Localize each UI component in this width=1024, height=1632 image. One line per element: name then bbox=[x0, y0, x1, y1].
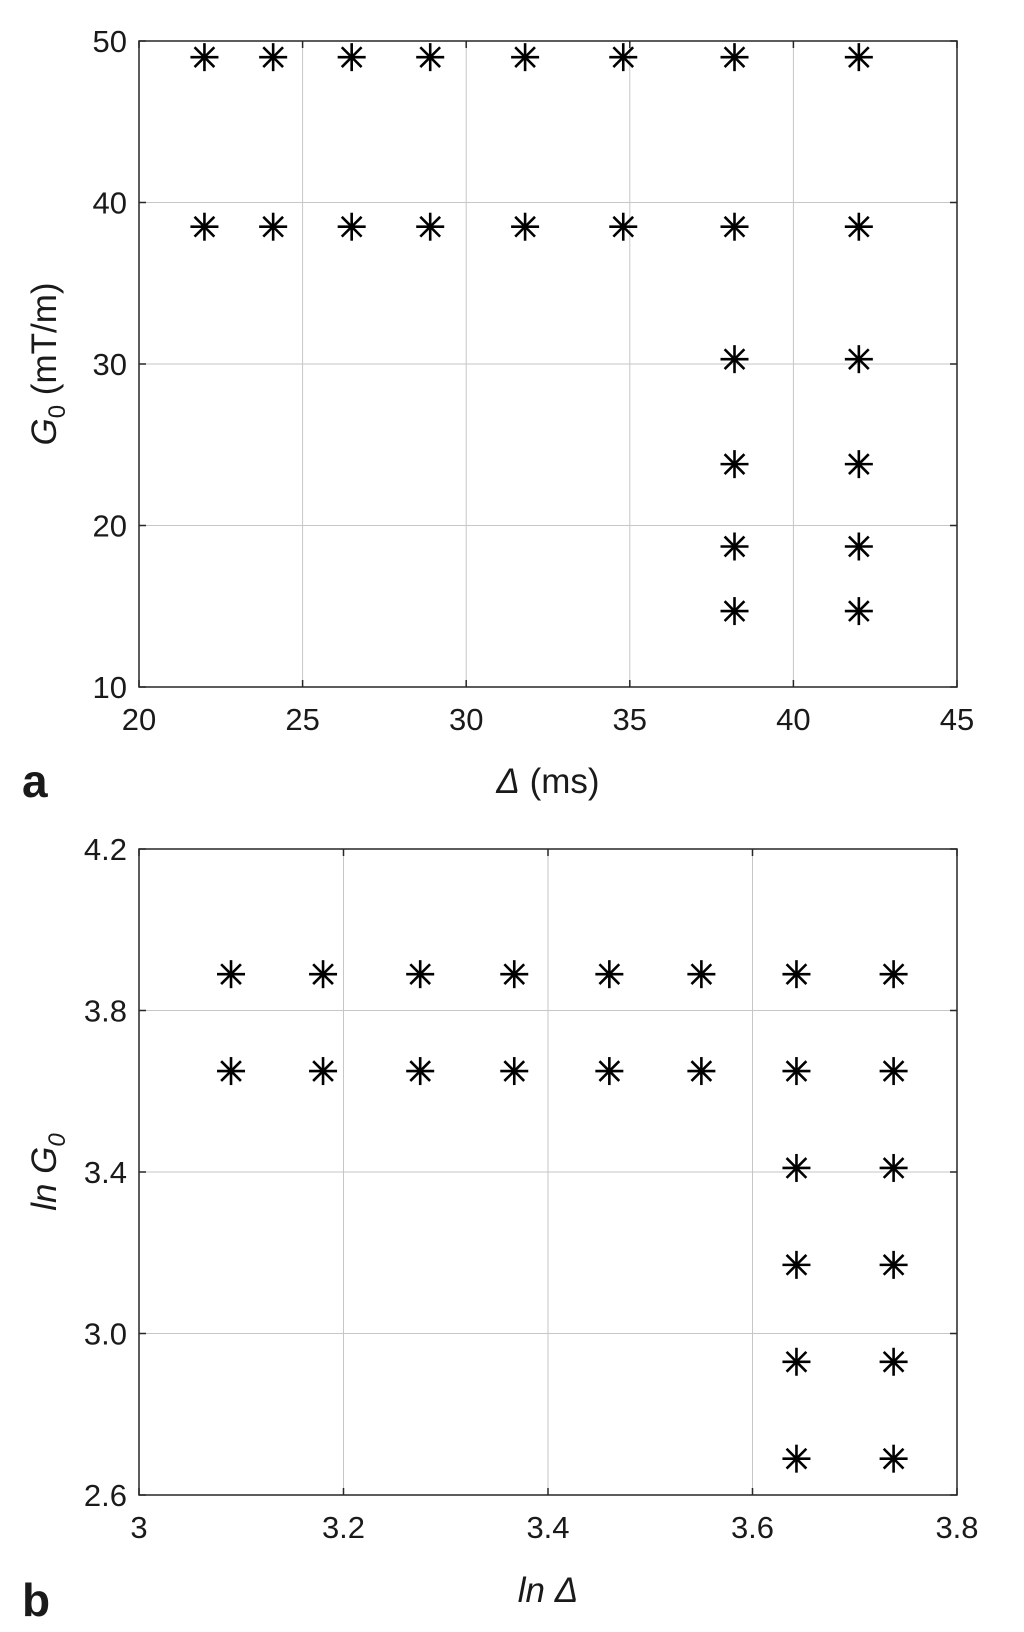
panel-a-data-point bbox=[720, 345, 749, 374]
panel-a-ytick-label: 50 bbox=[93, 24, 127, 59]
panel-a-xtick-label: 30 bbox=[449, 702, 483, 737]
panel-b-data-point bbox=[782, 960, 811, 989]
panel-b-data-point bbox=[879, 1250, 908, 1279]
panel-b-data-point bbox=[687, 1057, 716, 1086]
panel-a-points bbox=[190, 43, 873, 626]
panel-a-data-point bbox=[511, 212, 540, 241]
panel-b-data-point bbox=[879, 1444, 908, 1473]
panel-a-data-point bbox=[720, 532, 749, 561]
panel-a-data-point bbox=[190, 43, 219, 72]
panel-a-data-point bbox=[190, 212, 219, 241]
panel-b-data-point bbox=[500, 1057, 529, 1086]
panel-b-label: b bbox=[22, 1574, 50, 1626]
panel-b-data-point bbox=[595, 960, 624, 989]
panel-a-xtick-label: 40 bbox=[776, 702, 810, 737]
panel-b-xtick-label: 3 bbox=[130, 1510, 147, 1545]
panel-b-data-point bbox=[879, 1153, 908, 1182]
panel-b-data-point bbox=[782, 1057, 811, 1086]
panel-b-ytick-label: 3.8 bbox=[84, 994, 127, 1029]
panel-a-ylabel: G0 (mT/m) bbox=[25, 282, 71, 445]
panel-b-data-point bbox=[782, 1153, 811, 1182]
panel-b-points bbox=[217, 960, 908, 1473]
panel-a-data-point bbox=[259, 212, 288, 241]
panel-a-data-point bbox=[416, 43, 445, 72]
panel-b-xlabel: ln Δ bbox=[518, 1571, 578, 1610]
panel-a-data-point bbox=[511, 43, 540, 72]
panel-a-data-point bbox=[609, 212, 638, 241]
panel-a-data-point bbox=[337, 43, 366, 72]
panel-a-ytick-label: 10 bbox=[93, 670, 127, 705]
panel-a-xtick-label: 35 bbox=[613, 702, 647, 737]
panel-a-data-point bbox=[720, 450, 749, 479]
panel-a-grid bbox=[139, 41, 957, 687]
panel-b-xtick-label: 3.8 bbox=[935, 1510, 978, 1545]
panel-b-ytick-label: 3.4 bbox=[84, 1155, 127, 1190]
panel-a-data-point bbox=[844, 345, 873, 374]
panel-a-data-point bbox=[720, 597, 749, 626]
panel-a-xtick-label: 25 bbox=[285, 702, 319, 737]
panel-b-data-point bbox=[879, 1057, 908, 1086]
panel-a-data-point bbox=[844, 450, 873, 479]
panel-b-ticks: 3 3.2 3.4 3.6 3.8 2.6 3.0 3.4 3.8 4.2 bbox=[84, 832, 979, 1545]
panel-a-data-point bbox=[844, 212, 873, 241]
panel-b-data-point bbox=[406, 960, 435, 989]
panel-a-data-point bbox=[416, 212, 445, 241]
panel-a-xtick-label: 45 bbox=[940, 702, 974, 737]
panel-a-data-point bbox=[337, 212, 366, 241]
panel-b-ylabel: ln G0 bbox=[25, 1133, 71, 1211]
panel-b-data-point bbox=[879, 1347, 908, 1376]
panel-b-data-point bbox=[500, 960, 529, 989]
panel-b-grid bbox=[139, 849, 957, 1495]
panel-b-data-point bbox=[782, 1250, 811, 1279]
panel-b-data-point bbox=[782, 1444, 811, 1473]
panel-a-ytick-label: 30 bbox=[93, 347, 127, 382]
panel-a-xtick-label: 20 bbox=[122, 702, 156, 737]
panel-a-data-point bbox=[844, 597, 873, 626]
panel-b-ytick-label: 4.2 bbox=[84, 832, 127, 867]
panel-b-xtick-label: 3.2 bbox=[322, 1510, 365, 1545]
panel-a-ytick-label: 40 bbox=[93, 186, 127, 221]
panel-b-data-point bbox=[782, 1347, 811, 1376]
panel-b-data-point bbox=[595, 1057, 624, 1086]
panel-b-xtick-label: 3.6 bbox=[731, 1510, 774, 1545]
panel-a-data-point bbox=[844, 532, 873, 561]
panel-b: 3 3.2 3.4 3.6 3.82.63.03.43.84.2 ln Δ ln G0 … bbox=[22, 832, 979, 1626]
panel-b-data-point bbox=[406, 1057, 435, 1086]
panel-b-data-point bbox=[217, 960, 246, 989]
panel-b-ytick-label: 3.0 bbox=[84, 1317, 127, 1352]
panel-b-ytick-label: 2.6 bbox=[84, 1478, 127, 1513]
panel-b-xtick-label: 3.4 bbox=[526, 1510, 569, 1545]
panel-a-data-point bbox=[720, 43, 749, 72]
panel-a-data-point bbox=[720, 212, 749, 241]
panel-a-data-point bbox=[609, 43, 638, 72]
panel-b-data-point bbox=[879, 960, 908, 989]
panel-a-label: a bbox=[22, 755, 48, 807]
panel-a-data-point bbox=[259, 43, 288, 72]
panel-a-xlabel: Δ (ms) bbox=[495, 762, 599, 801]
panel-a-data-point bbox=[844, 43, 873, 72]
panel-b-data-point bbox=[309, 1057, 338, 1086]
panel-b-data-point bbox=[309, 960, 338, 989]
panel-b-data-point bbox=[217, 1057, 246, 1086]
panel-a-ytick-label: 20 bbox=[93, 509, 127, 544]
panel-b-data-point bbox=[687, 960, 716, 989]
